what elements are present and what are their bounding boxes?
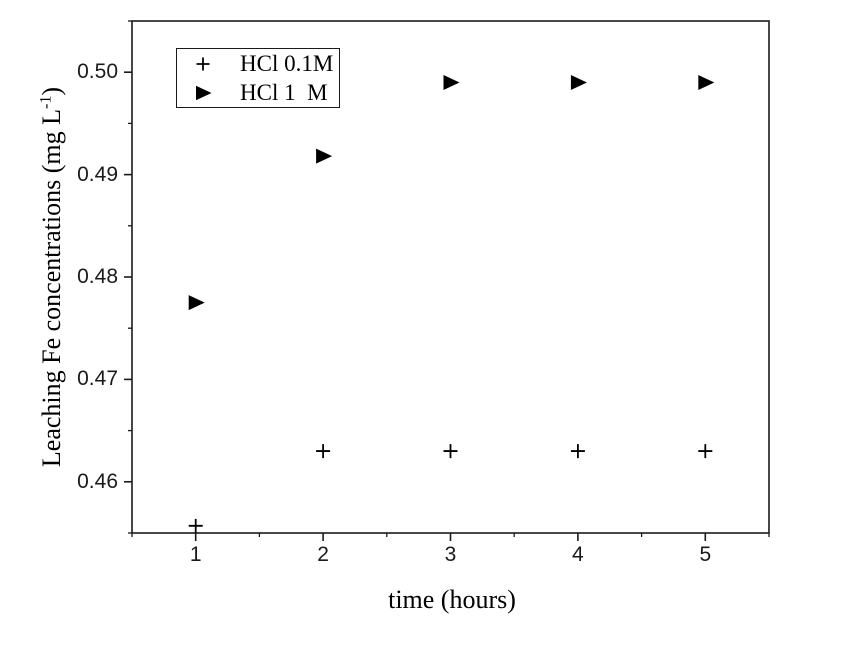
legend-label-hcl-1m: HCl 1 M xyxy=(240,79,328,105)
x-tick-label: 5 xyxy=(699,543,712,566)
y-axis-title-suffix: ) xyxy=(37,86,66,96)
y-tick-label: 0.50 xyxy=(77,60,118,84)
data-point-plus xyxy=(698,444,713,459)
y-axis-title-text: Leaching Fe concentrations (mg L xyxy=(37,108,66,468)
data-point-right-triangle xyxy=(443,74,460,90)
data-point-right-triangle xyxy=(570,74,587,90)
legend-entry-hcl-0-1m: HCl 0.1M xyxy=(177,49,339,78)
y-axis-title-superscript: -1 xyxy=(37,95,55,109)
x-tick-label: 1 xyxy=(189,543,202,566)
legend-label-hcl-0-1m: HCl 0.1M xyxy=(240,50,334,76)
legend-entry-hcl-1m: HCl 1 M xyxy=(177,78,339,107)
data-point-right-triangle xyxy=(316,148,333,164)
data-point-plus xyxy=(570,444,585,459)
x-tick-label: 4 xyxy=(572,543,584,566)
y-tick-label: 0.49 xyxy=(77,162,118,186)
legend-box: HCl 0.1M HCl 1 M xyxy=(176,48,340,108)
x-tick-label: 2 xyxy=(317,543,329,566)
data-point-plus xyxy=(443,444,458,459)
y-tick-label: 0.46 xyxy=(77,469,118,493)
x-axis-title: time (hours) xyxy=(388,585,516,614)
right-triangle-marker-icon xyxy=(196,85,212,100)
y-tick-label: 0.47 xyxy=(77,367,118,391)
data-point-right-triangle xyxy=(698,74,715,90)
y-axis-title: Leaching Fe concentrations (mg L-1) xyxy=(37,87,67,467)
plus-marker-icon xyxy=(196,57,210,70)
data-point-plus xyxy=(316,444,331,459)
y-tick-label: 0.48 xyxy=(77,265,118,288)
data-point-plus xyxy=(188,518,203,533)
data-point-right-triangle xyxy=(188,295,205,311)
x-tick-label: 3 xyxy=(444,543,457,566)
